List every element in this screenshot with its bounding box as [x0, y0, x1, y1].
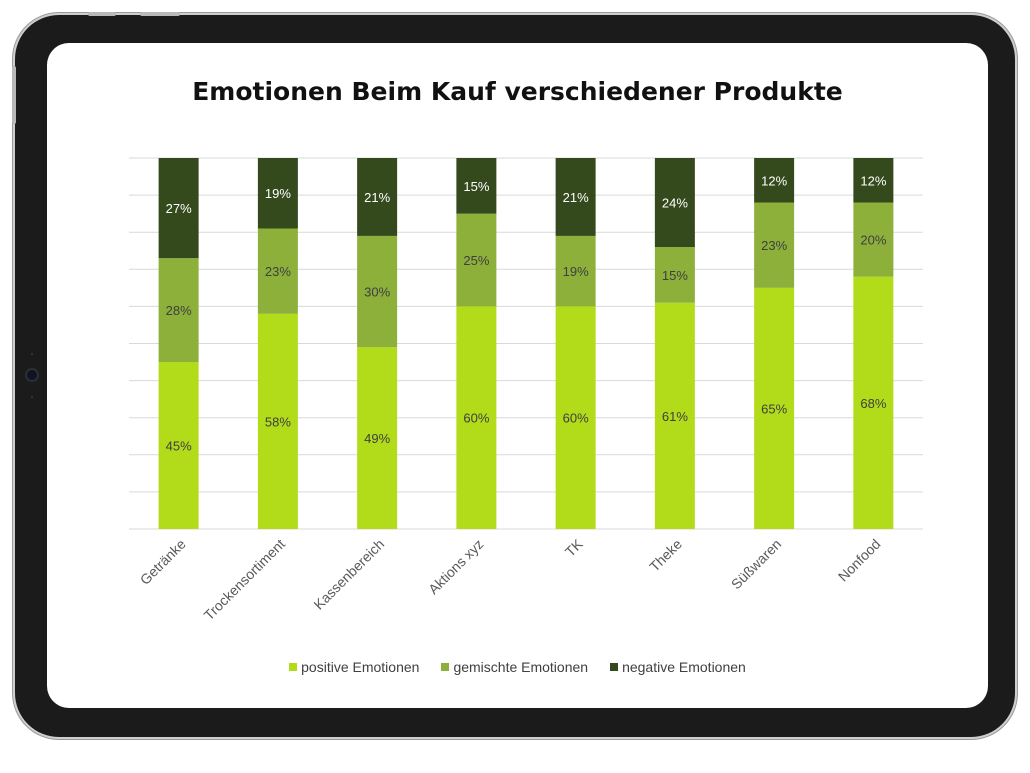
legend-swatch — [289, 663, 298, 671]
tablet-side-button — [12, 66, 16, 124]
bar-segment — [257, 313, 298, 529]
legend-swatch — [441, 663, 450, 671]
category-label: Theke — [646, 536, 685, 575]
camera-icon — [27, 370, 37, 380]
category-label: Kassenbereich — [310, 536, 387, 613]
data-label: 23% — [761, 238, 787, 253]
bar-segment — [555, 158, 596, 236]
data-label: 12% — [860, 173, 886, 188]
data-label: 68% — [860, 396, 886, 411]
bar-segment — [654, 247, 695, 303]
legend-label: positive Emotionen — [301, 659, 420, 675]
legend-label: gemischte Emotionen — [453, 659, 589, 675]
data-label: 28% — [166, 303, 192, 318]
bar-segment — [754, 287, 795, 529]
data-label: 12% — [761, 173, 787, 188]
data-label: 58% — [265, 414, 291, 429]
bar-segment — [654, 302, 695, 529]
bar-segment — [158, 362, 199, 529]
data-label: 60% — [463, 411, 489, 426]
data-label: 25% — [463, 253, 489, 268]
data-label: 65% — [761, 401, 787, 416]
category-label: Nonfood — [835, 536, 884, 585]
chart-legend: positive Emotionen gemischte Emotionen neg… — [47, 659, 988, 675]
data-label: 61% — [662, 409, 688, 424]
data-label: 45% — [166, 439, 192, 454]
bar-segment — [555, 235, 596, 307]
data-label: 30% — [364, 285, 390, 300]
data-label: 24% — [662, 196, 688, 211]
bar-segment — [853, 202, 894, 277]
data-label: 23% — [265, 264, 291, 279]
legend-label: negative Emotionen — [622, 659, 746, 675]
bar-segment — [654, 158, 695, 248]
bar-segment — [754, 158, 795, 203]
category-label: Trockensortiment — [201, 536, 288, 623]
bar-segment — [357, 347, 398, 529]
data-label: 21% — [364, 190, 390, 205]
data-label: 21% — [563, 190, 589, 205]
bar-segment — [754, 202, 795, 288]
tablet-top-button — [88, 12, 116, 16]
data-label: 19% — [563, 264, 589, 279]
category-label: Getränke — [137, 536, 189, 588]
category-label: Aktions xyz — [425, 536, 486, 597]
bar-segment — [357, 235, 398, 348]
bar-segment — [357, 158, 398, 236]
category-label: Süßwaren — [728, 536, 784, 592]
legend-item: positive Emotionen — [289, 659, 419, 675]
bar-segment — [456, 213, 497, 307]
legend-item: negative Emotionen — [610, 659, 746, 675]
bar-segment — [853, 158, 894, 203]
bar-segment — [456, 306, 497, 529]
chart-screen: Emotionen Beim Kauf verschiedener Produk… — [47, 43, 988, 708]
legend-swatch — [610, 663, 619, 671]
bar-segment — [456, 158, 497, 214]
bar-segment — [257, 228, 298, 314]
bar-segment — [555, 306, 596, 529]
chart-title: Emotionen Beim Kauf verschiedener Produk… — [192, 77, 843, 106]
bar-segment — [158, 258, 199, 363]
data-label: 19% — [265, 186, 291, 201]
data-label: 20% — [860, 233, 886, 248]
legend-item: gemischte Emotionen — [441, 659, 588, 675]
bar-segment — [853, 276, 894, 529]
bar-segment — [257, 158, 298, 229]
sensor-dot — [31, 353, 33, 355]
data-label: 27% — [166, 201, 192, 216]
data-label: 15% — [463, 179, 489, 194]
data-label: 15% — [662, 268, 688, 283]
data-label: 60% — [563, 411, 589, 426]
tablet-top-button — [140, 12, 180, 16]
sensor-dot — [31, 396, 33, 398]
data-label: 49% — [364, 431, 390, 446]
stacked-bar-chart: 45% 28% 27% Getränke 58% 23% 19% Trockensortime… — [129, 157, 923, 623]
category-label: TK — [562, 535, 586, 559]
bar-segment — [158, 158, 199, 259]
